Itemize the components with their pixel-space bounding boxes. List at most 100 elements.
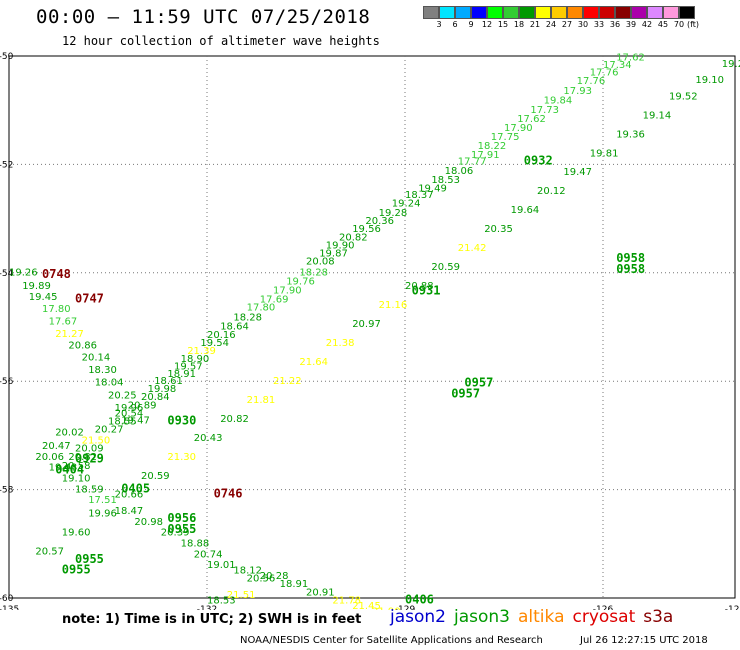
colorbar-swatch <box>503 6 519 19</box>
swh-label: 19.84 <box>544 96 573 107</box>
swh-label: 21.78 <box>332 595 361 606</box>
swh-label: 17.51 <box>88 495 117 506</box>
footnote: note: 1) Time is in UTC; 2) SWH is in fe… <box>62 612 362 627</box>
swh-label: 19.47 <box>121 415 150 426</box>
swh-label: 19.24 <box>392 199 421 210</box>
swh-label: 20.28 <box>260 571 289 582</box>
swh-label: 21.64 <box>299 357 328 368</box>
swh-label: 21.51 <box>227 590 256 601</box>
pass-time-label: 0747 <box>75 292 104 306</box>
swh-label: 19.01 <box>207 560 236 571</box>
swh-label: 19.60 <box>62 528 91 539</box>
colorbar-label: 70 <box>673 20 685 29</box>
colorbar-swatch <box>599 6 615 19</box>
colorbar-label: 27 <box>561 20 573 29</box>
swh-label: 17.93 <box>563 86 592 97</box>
pass-time-label: 0404 <box>55 462 84 476</box>
colorbar-swatch <box>519 6 535 19</box>
swh-label: 19.26 <box>722 59 740 70</box>
swh-label: 21.38 <box>326 338 355 349</box>
swh-label: 18.53 <box>207 595 236 606</box>
pass-time-label: 0958 <box>616 251 645 265</box>
swh-label: 20.82 <box>68 452 97 463</box>
swh-label: 21.16 <box>379 300 408 311</box>
colorbar-label: 15 <box>497 20 509 29</box>
swh-label: 18.91 <box>167 369 196 380</box>
colorbar-swatch <box>583 6 599 19</box>
legend-cryosat: cryosat <box>572 607 636 627</box>
swh-label: 18.04 <box>95 378 124 389</box>
colorbar-swatch <box>439 6 455 19</box>
colorbar-swatches <box>423 6 699 19</box>
colorbar-swatch <box>471 6 487 19</box>
colorbar-label: 6 <box>452 20 458 29</box>
swh-label: 18.64 <box>220 322 249 333</box>
swh-label: 18.30 <box>88 365 117 376</box>
swh-label: 17.90 <box>273 285 302 296</box>
colorbar-swatch <box>663 6 679 19</box>
colorbar-swatch <box>679 6 695 19</box>
swh-label: 20.12 <box>537 186 566 197</box>
colorbar-swatch <box>567 6 583 19</box>
swh-label: 19.81 <box>590 148 619 159</box>
swh-label: 18.59 <box>75 484 104 495</box>
swh-label: 20.16 <box>207 330 236 341</box>
swh-label: 21.42 <box>458 243 487 254</box>
y-tick-label: -60 <box>0 594 14 604</box>
swh-label: 20.98 <box>134 517 163 528</box>
swh-label: 19.87 <box>319 249 348 260</box>
swh-label: 20.74 <box>194 549 223 560</box>
swh-label: 20.02 <box>55 427 84 438</box>
swh-label: 20.82 <box>339 232 368 243</box>
swh-label: 20.39 <box>161 528 190 539</box>
swh-label: 20.82 <box>220 414 249 425</box>
legend-jason2: jason2 <box>390 607 446 627</box>
swh-label: 20.47 <box>42 441 71 452</box>
colorbar-swatch <box>455 6 471 19</box>
colorbar-legend: 3 6 9 12 15 18 21 24 27 30 33 36 39 42 45 70 (ft) <box>423 6 699 29</box>
swh-label: 19.36 <box>616 129 645 140</box>
swh-label: 18.88 <box>181 539 210 550</box>
swh-label: 17.75 <box>491 132 520 143</box>
swh-label: 19.10 <box>695 75 724 86</box>
colorbar-label: 21 <box>529 20 541 29</box>
x-tick-label: -132 <box>197 605 217 610</box>
colorbar-label: 12 <box>481 20 493 29</box>
pass-time-label: 0405 <box>121 481 150 495</box>
swh-label: 19.54 <box>200 338 229 349</box>
swh-label: 17.80 <box>247 303 276 314</box>
swh-label: 20.56 <box>247 574 276 585</box>
swh-label: 18.06 <box>445 166 474 177</box>
swh-label: 21.27 <box>55 329 84 340</box>
swh-label: 20.86 <box>68 341 97 352</box>
swh-label: 17.76 <box>577 76 606 87</box>
swh-label: 17.69 <box>260 295 289 306</box>
colorbar-label: 30 <box>577 20 589 29</box>
pass-time-label: 0955 <box>167 522 196 536</box>
credit-text: NOAA/NESDIS Center for Satellite Applica… <box>240 635 543 646</box>
legend-s3a: s3a <box>643 607 674 627</box>
chart-title: 00:00 — 11:59 UTC 07/25/2018 <box>36 6 371 28</box>
swh-label: 20.57 <box>35 547 64 558</box>
swh-label: 17.76 <box>590 68 619 79</box>
colorbar-swatch <box>647 6 663 19</box>
colorbar-label: 9 <box>468 20 474 29</box>
swh-label: 20.66 <box>115 490 144 501</box>
swh-label: 21.45 <box>352 601 381 610</box>
colorbar-swatch <box>631 6 647 19</box>
pass-time-label: 0929 <box>75 452 104 466</box>
swh-label: 19.76 <box>286 277 315 288</box>
y-tick-label: -56 <box>0 377 14 387</box>
swh-label: 18.28 <box>299 268 328 279</box>
swh-label: 18.28 <box>233 312 262 323</box>
swh-label: 17.77 <box>458 156 487 167</box>
swh-label: 21.90 <box>372 606 401 610</box>
swh-label: 20.84 <box>141 392 170 403</box>
pass-time-label: 0748 <box>42 267 71 281</box>
swh-label: 17.67 <box>49 316 78 327</box>
colorbar-label: 42 <box>641 20 653 29</box>
colorbar-labels: 3 6 9 12 15 18 21 24 27 30 33 36 39 42 45 70 (ft) <box>423 20 699 29</box>
swh-label: 20.25 <box>108 391 137 402</box>
swh-label: 18.12 <box>233 566 262 577</box>
y-tick-label: -54 <box>0 269 14 279</box>
